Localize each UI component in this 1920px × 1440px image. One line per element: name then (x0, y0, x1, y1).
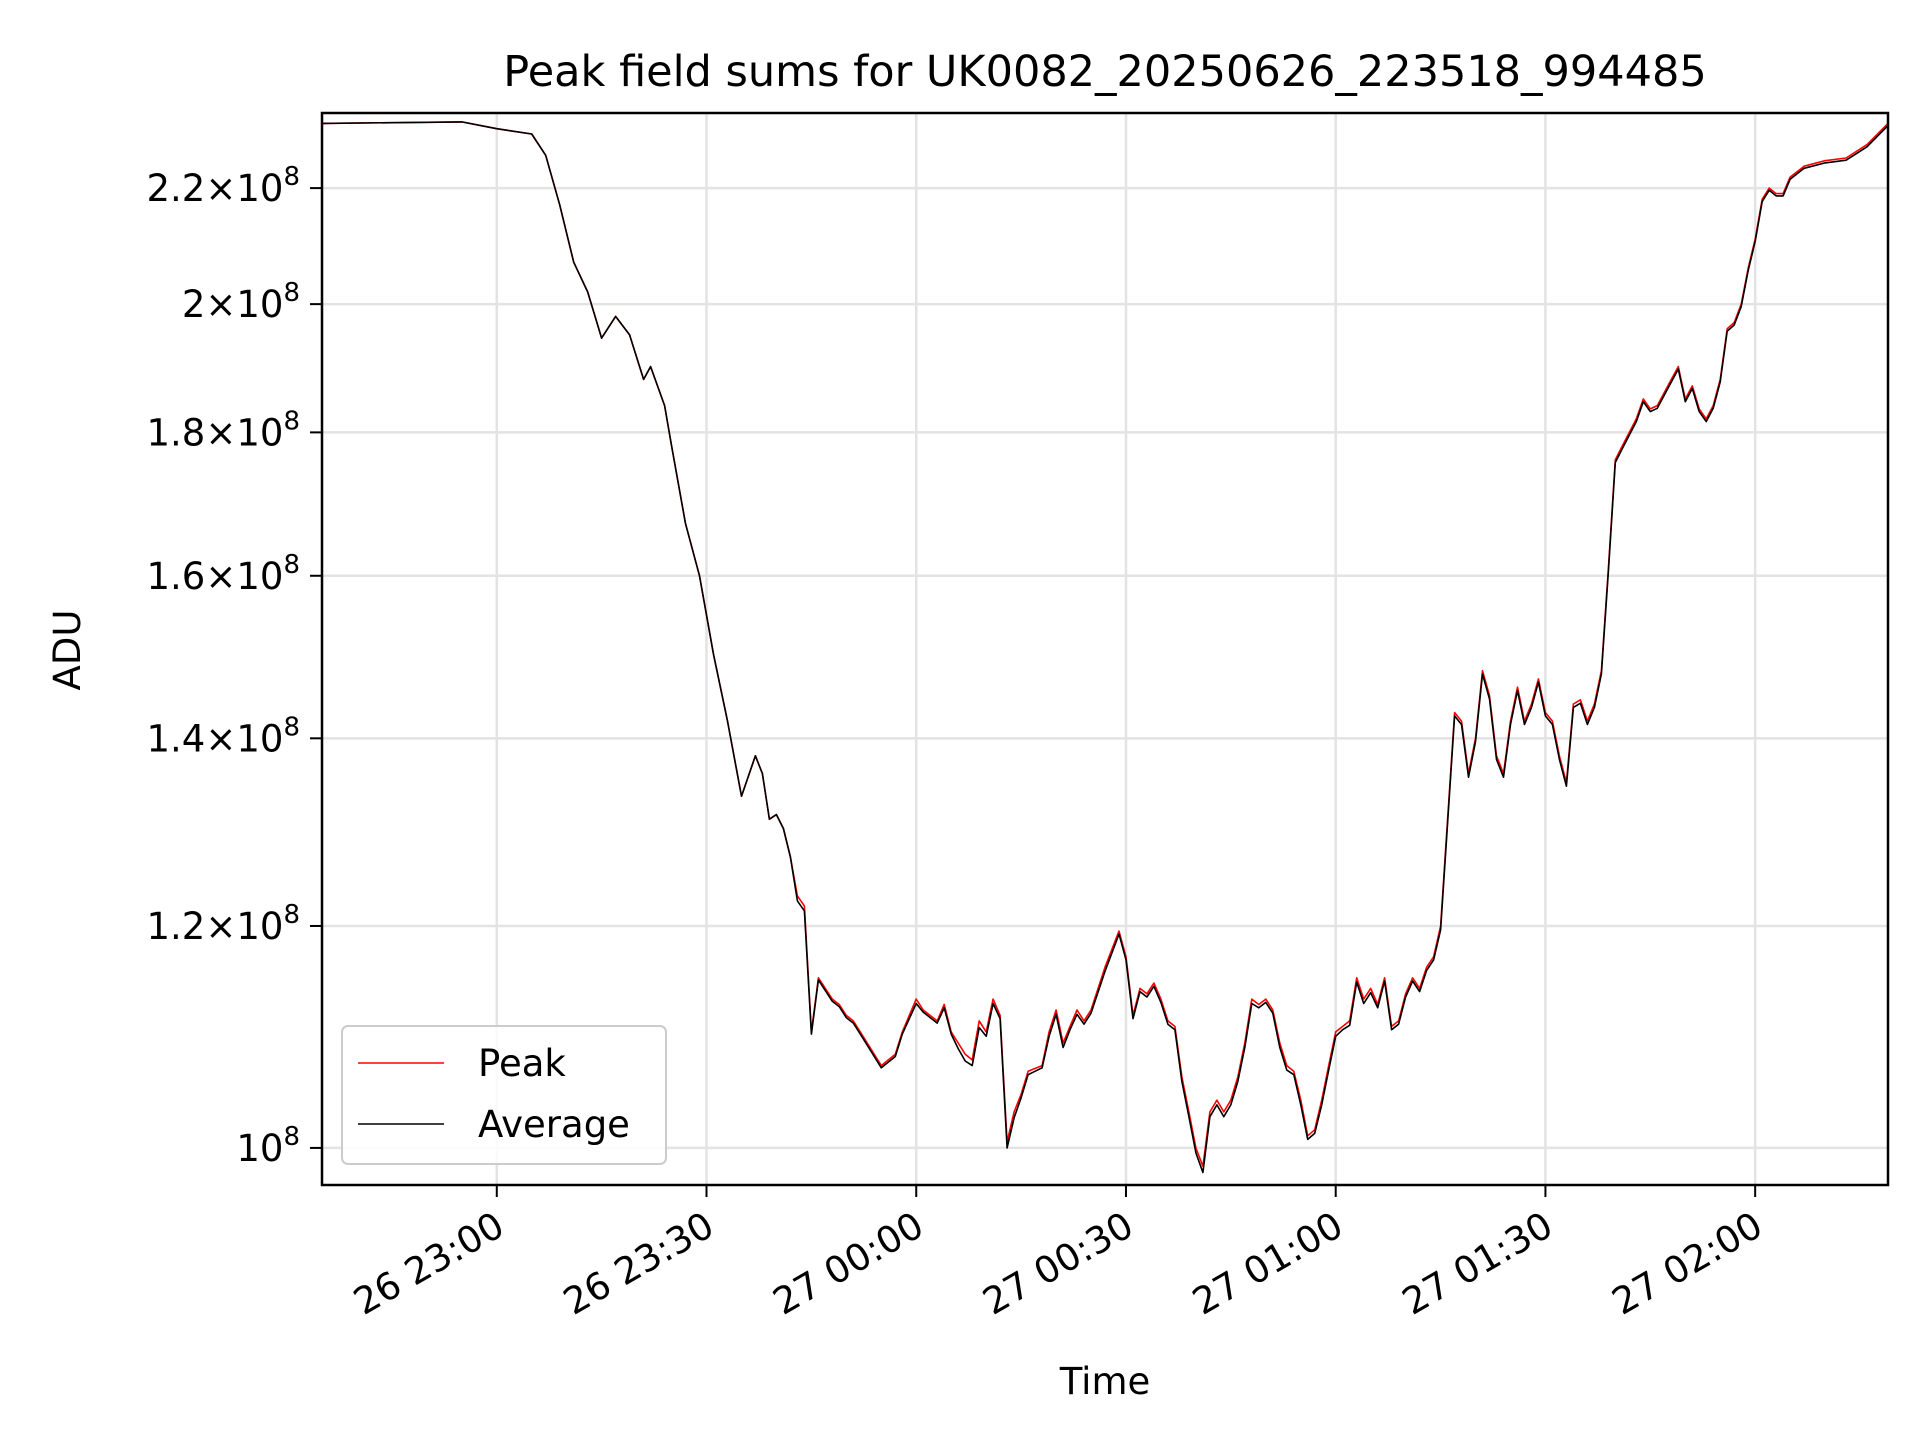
series-line-average (322, 121, 1888, 1174)
series-layer (322, 121, 1888, 1174)
y-tick-label: 2×108 (182, 278, 300, 326)
legend-box (341, 1025, 667, 1165)
x-gridlines (495, 113, 1757, 1185)
y-axis-label: ADU (46, 610, 89, 691)
y-tick-label: 1.4×108 (147, 712, 301, 760)
y-tick-label: 1.6×108 (147, 550, 301, 598)
y-tick-label: 1.2×108 (147, 900, 301, 948)
y-tick-label: 1.8×108 (147, 406, 301, 454)
legend-label-average: Average (478, 1103, 630, 1146)
chart-title: Peak field sums for UK0082_20250626_2235… (503, 47, 1706, 97)
legend-label-peak: Peak (478, 1042, 566, 1085)
x-axis-label: Time (1059, 1360, 1151, 1403)
legend: Peak Average (341, 1025, 667, 1165)
y-tick-label: 108 (236, 1122, 300, 1170)
y-tick-label: 2.2×108 (147, 162, 301, 210)
y-axis-ticks: 108 1.2×108 1.4×108 1.6×108 1.8×108 2×108 2.2×… (147, 162, 322, 1170)
plot-frame (320, 111, 1890, 1187)
